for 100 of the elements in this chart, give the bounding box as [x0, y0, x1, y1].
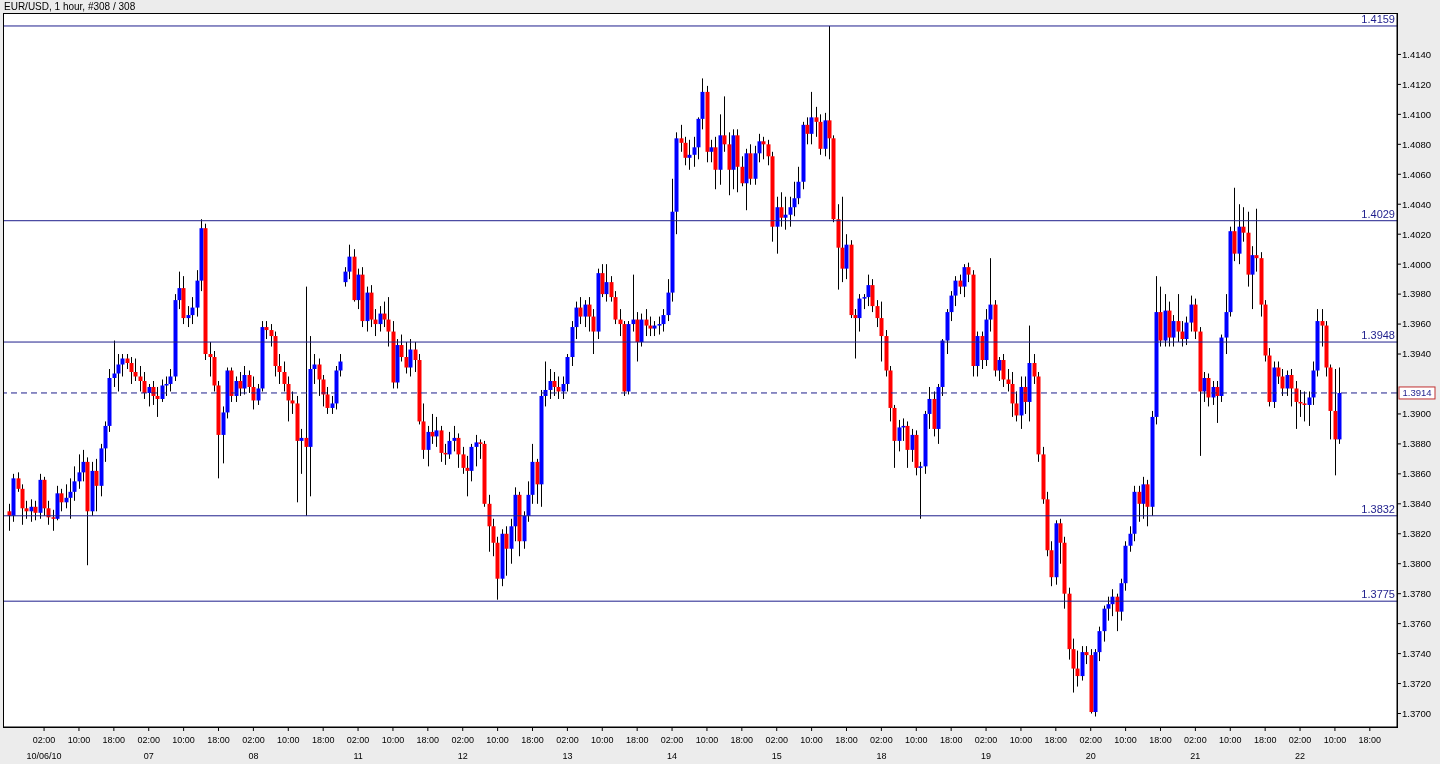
candlestick	[1171, 314, 1176, 348]
candlestick	[147, 383, 152, 407]
candlestick	[1285, 370, 1290, 397]
x-tick-label: 02:00 10/06/10	[26, 735, 62, 761]
y-tick-label: 1.3800	[1402, 558, 1432, 570]
ref-line-label: 1.4029	[1361, 207, 1395, 220]
candlestick	[844, 233, 849, 280]
candlestick	[840, 196, 845, 283]
candlestick	[1184, 316, 1189, 346]
candlestick	[469, 443, 474, 482]
candlestick	[81, 449, 86, 482]
y-tick-label: 1.3820	[1402, 528, 1432, 540]
x-tick-label: 18:00	[1044, 735, 1068, 745]
candlestick	[1137, 485, 1142, 523]
x-tick-label: 10:00	[1009, 735, 1033, 745]
candlestick	[487, 494, 492, 553]
candlestick	[775, 196, 780, 255]
candlestick	[897, 419, 902, 452]
candlestick	[535, 458, 540, 505]
x-tick-label: 02:00 21	[1184, 735, 1207, 761]
y-tick-label: 1.4020	[1402, 228, 1432, 240]
x-tick-label: 18:00	[1253, 735, 1277, 745]
candlestick	[809, 91, 814, 145]
candlestick	[966, 262, 971, 283]
x-tick-label: 10:00	[1114, 735, 1137, 745]
x-tick-label: 02:00 18	[870, 735, 893, 761]
candlestick	[129, 356, 134, 385]
y-tick-label: 1.3900	[1402, 408, 1432, 420]
x-tick-label: 02:00 12	[451, 735, 474, 761]
x-tick-label: 18:00	[835, 735, 858, 745]
x-tick-label: 18:00	[1149, 735, 1172, 745]
ref-line-label: 1.3914	[1402, 387, 1432, 399]
candlestick	[722, 95, 727, 153]
candlestick	[399, 334, 404, 363]
x-tick-label: 02:00 20	[1079, 735, 1102, 761]
candlestick	[918, 461, 923, 520]
candlestick	[1232, 187, 1237, 262]
y-tick-label: 1.4040	[1402, 198, 1432, 210]
x-tick-label: 10:00	[381, 735, 405, 745]
candlestick	[434, 416, 439, 448]
y-tick-label: 1.3720	[1402, 677, 1432, 689]
candlestick	[72, 465, 77, 502]
y-tick-label: 1.3960	[1402, 318, 1432, 330]
candlestick	[242, 365, 247, 395]
candlestick	[683, 136, 688, 166]
candlestick	[548, 368, 553, 400]
x-tick-label: 02:00 14	[660, 735, 684, 761]
candlestick	[796, 166, 801, 205]
x-tick-label: 02:00 08	[242, 735, 265, 761]
x-tick-label: 18:00	[311, 735, 335, 745]
candlestick	[1023, 375, 1028, 415]
chart-title: EUR/USD, 1 hour, #308 / 308	[4, 1, 136, 13]
candlestick	[713, 136, 718, 190]
candlestick	[905, 420, 910, 469]
y-tick-label: 1.3840	[1402, 498, 1432, 510]
y-tick-label: 1.3700	[1402, 707, 1432, 719]
candlestick	[910, 428, 915, 463]
candlestick	[456, 432, 461, 469]
candlestick	[94, 458, 99, 512]
candlestick	[578, 296, 583, 325]
x-tick-label: 02:00 19	[974, 735, 998, 761]
candlestick	[879, 301, 884, 363]
candlestick	[962, 263, 967, 298]
candlestick	[238, 371, 243, 397]
candlestick	[552, 371, 557, 397]
candlestick	[51, 509, 56, 532]
y-tick-label: 1.3760	[1402, 618, 1432, 630]
candlestick	[1141, 476, 1146, 520]
ref-line-label: 1.3948	[1361, 329, 1395, 342]
candlestick	[1289, 368, 1294, 407]
candlestick	[805, 116, 810, 145]
candlestick	[234, 375, 239, 403]
x-tick-label: 02:00 22	[1288, 735, 1312, 761]
candlestick	[465, 455, 470, 497]
x-tick-label: 10:00	[67, 735, 91, 745]
y-tick-label: 1.4140	[1402, 48, 1432, 60]
candlestick	[1241, 206, 1246, 243]
x-tick-label: 02:00 07	[137, 735, 160, 761]
candlestick	[347, 244, 352, 280]
candlestick	[1180, 320, 1185, 348]
x-tick-label: 18:00	[102, 735, 126, 745]
x-tick-label: 18:00	[625, 735, 649, 745]
candlestick	[980, 331, 985, 370]
x-tick-label: 10:00	[695, 735, 719, 745]
x-tick-label: 02:00 13	[556, 735, 579, 761]
x-tick-label: 10:00	[172, 735, 195, 745]
y-tick-label: 1.3940	[1402, 348, 1432, 360]
candlestick	[77, 453, 82, 490]
candlestick	[378, 305, 383, 333]
x-tick-label: 10:00	[486, 735, 509, 745]
candlestick	[870, 278, 875, 313]
y-tick-label: 1.4100	[1402, 108, 1432, 120]
x-tick-label: 10:00	[591, 735, 614, 745]
candlestick	[997, 356, 1002, 382]
ref-line-label: 1.3832	[1361, 502, 1395, 515]
candlestick	[1254, 208, 1259, 273]
candlestick	[1280, 368, 1285, 397]
candlestick	[1001, 353, 1006, 388]
candlestick	[1189, 295, 1194, 333]
candlestick	[452, 425, 457, 452]
